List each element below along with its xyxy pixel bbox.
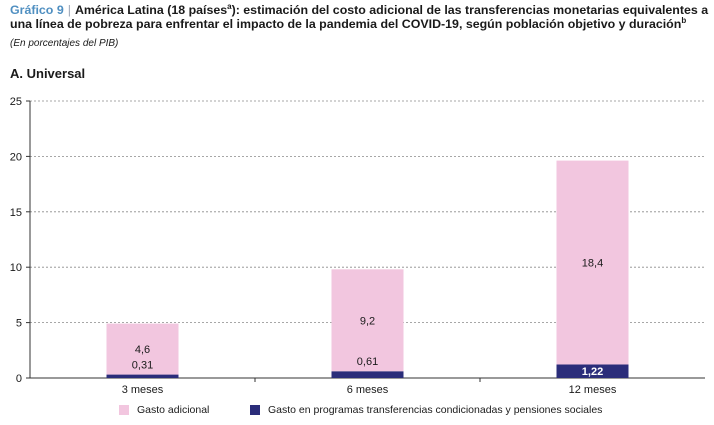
- y-tick-label-5: 5: [16, 318, 22, 330]
- y-tick-label-25: 25: [10, 96, 22, 108]
- y-tick-label-10: 10: [10, 262, 22, 274]
- data-label-additional-0: 4,6: [135, 344, 150, 356]
- title-separator: |: [67, 3, 71, 17]
- legend-item-gasto-programas: Gasto en programas transferencias condic…: [250, 404, 602, 416]
- chart-subtitle: (En porcentajes del PIB): [10, 38, 119, 49]
- legend-item-gasto-adicional: Gasto adicional: [119, 404, 209, 416]
- x-tick-label-0: 3 meses: [122, 384, 164, 396]
- y-tick-label-15: 15: [10, 207, 22, 219]
- footnote-b-marker: b: [681, 15, 687, 25]
- panel-title: A. Universal: [10, 66, 86, 81]
- legend-swatch-gasto-programas: [250, 405, 260, 415]
- bar-additional-1: [331, 269, 404, 372]
- x-tick-label-1: 6 meses: [347, 384, 389, 396]
- data-label-additional-2: 18,4: [582, 258, 603, 270]
- y-tick-label-0: 0: [16, 373, 22, 385]
- data-label-base-1: 0,61: [357, 356, 378, 368]
- data-label-base-0: 0,31: [132, 360, 153, 372]
- bar-base-0: [106, 374, 179, 378]
- legend-label-gasto-programas: Gasto en programas transferencias condic…: [268, 404, 603, 416]
- bar-additional-2: [556, 160, 629, 365]
- x-tick-label-2: 12 meses: [569, 384, 617, 396]
- bar-base-2: [556, 364, 629, 378]
- bar-base-1: [331, 371, 404, 378]
- bar-additional-0: [106, 323, 179, 375]
- legend-label-gasto-adicional: Gasto adicional: [137, 404, 210, 416]
- figure-label: Gráfico 9: [10, 3, 64, 17]
- y-tick-label-20: 20: [10, 151, 22, 163]
- footnote-a-marker: a: [227, 1, 232, 11]
- data-label-additional-1: 9,2: [360, 315, 375, 327]
- title-text-part2: ): estimación del costo adicional de las…: [10, 3, 709, 31]
- data-label-base-2: 1,22: [582, 366, 603, 378]
- chart-legend: Gasto adicional Gasto en programas trans…: [0, 404, 714, 422]
- legend-swatch-gasto-adicional: [119, 405, 129, 415]
- title-text-part1: América Latina (18 países: [74, 3, 228, 17]
- chart-title: Gráfico 9 | América Latina (18 paísesa): e…: [10, 1, 710, 31]
